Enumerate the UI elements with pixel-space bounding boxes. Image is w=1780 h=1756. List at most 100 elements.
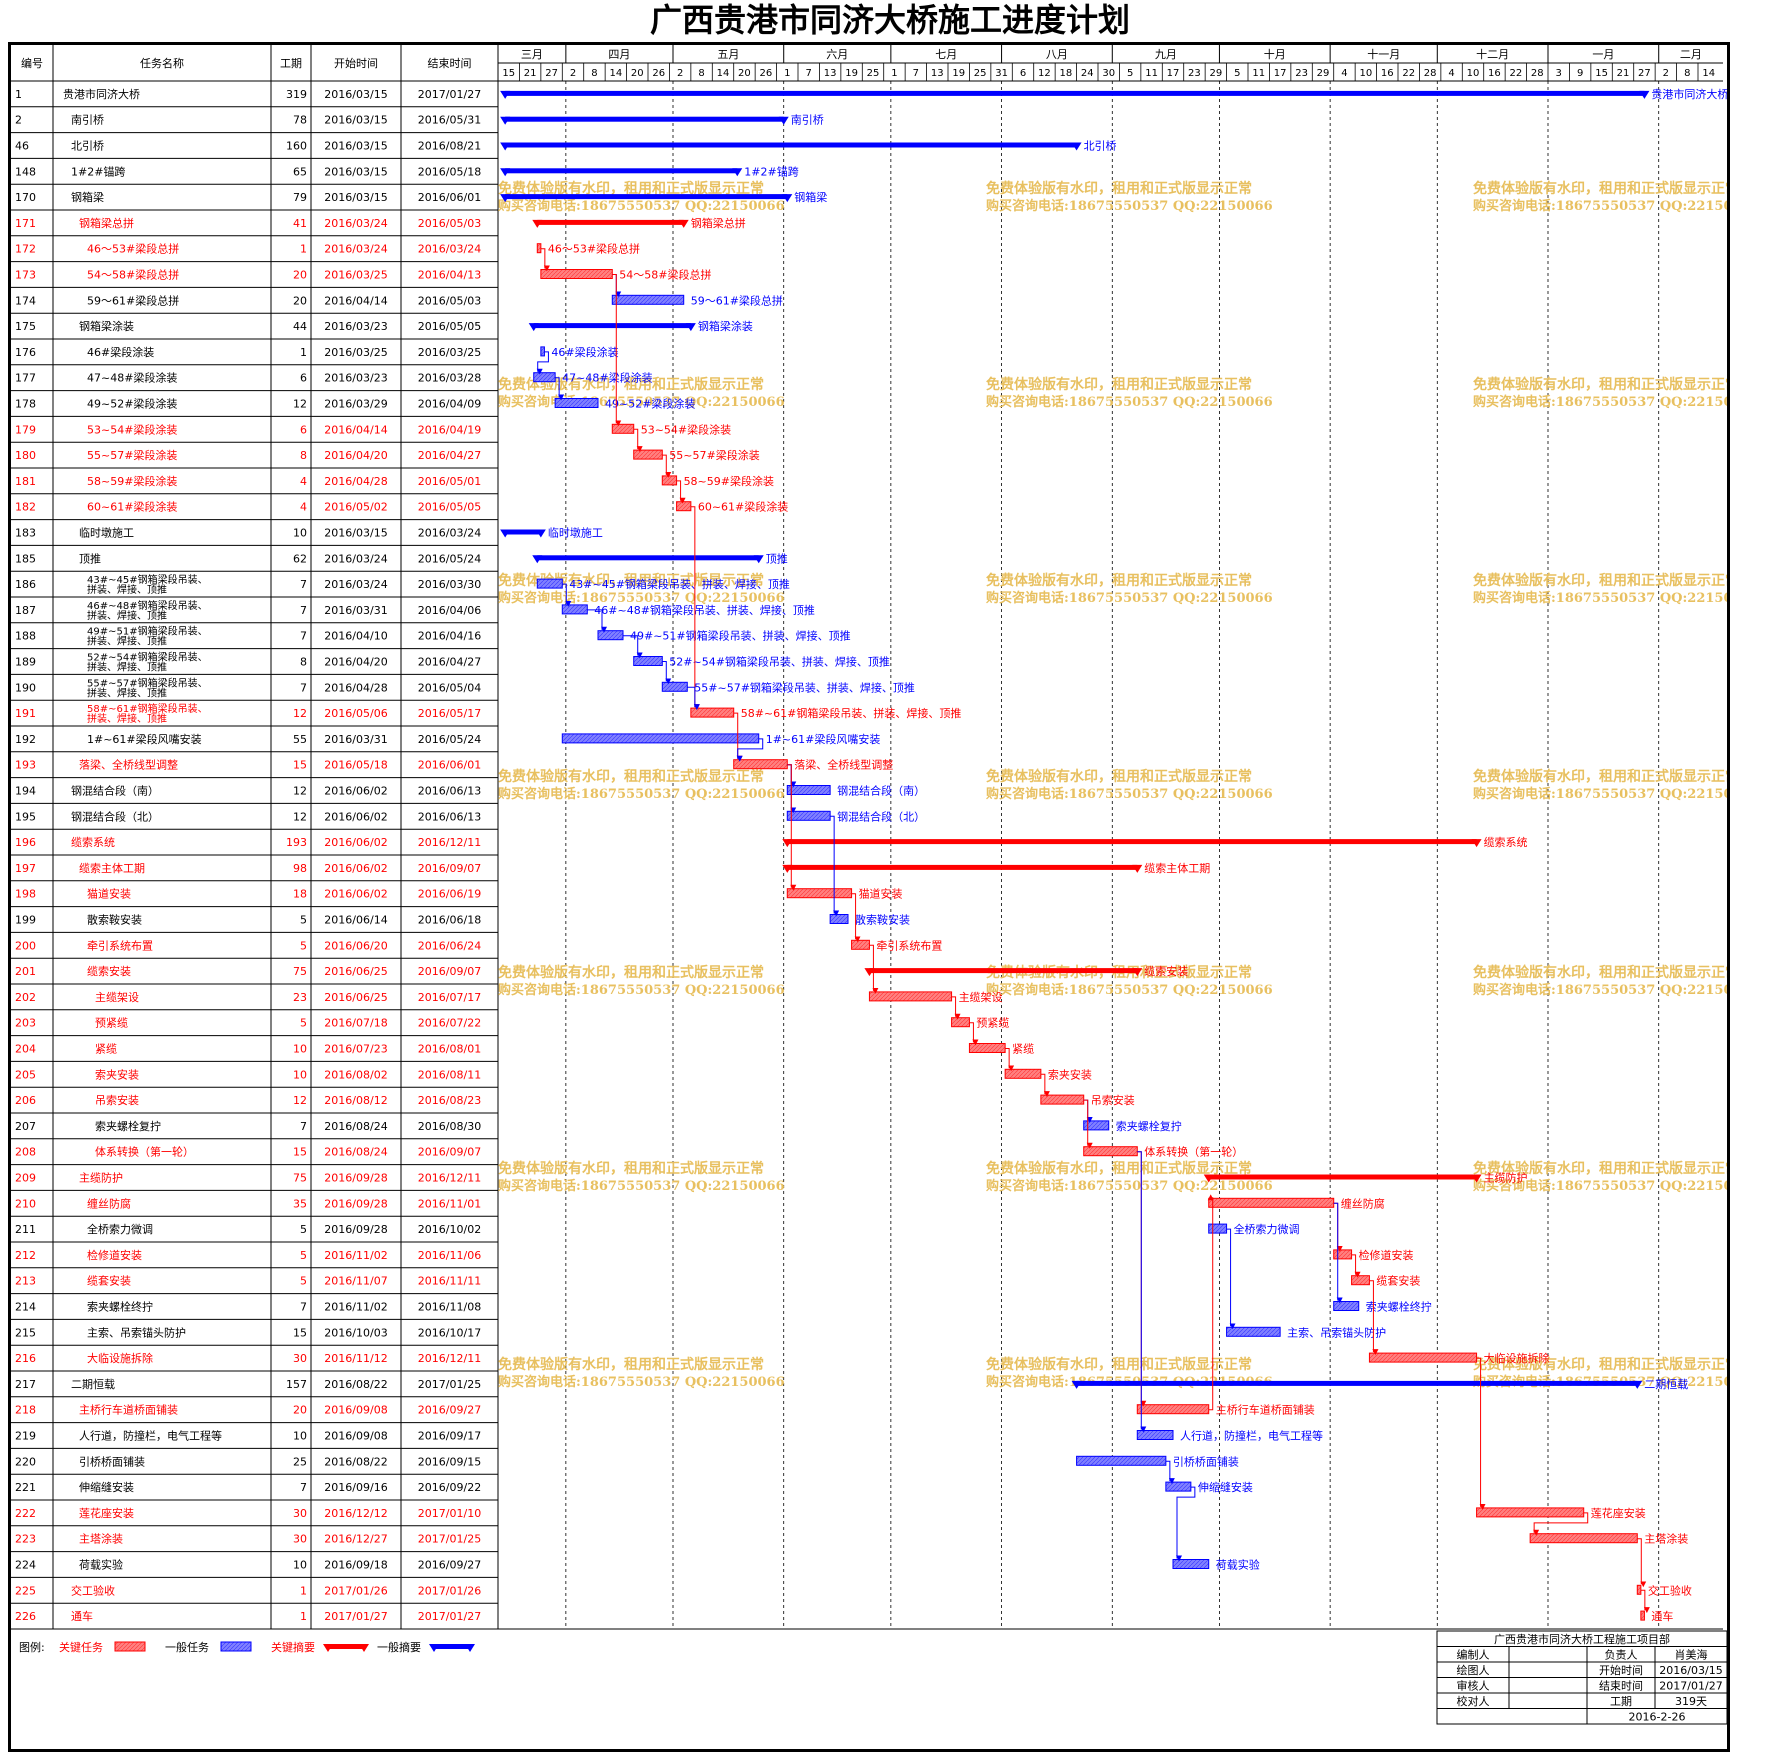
dependency-link bbox=[612, 274, 622, 427]
task-duration: 75 bbox=[293, 1172, 307, 1185]
bar-label: 伸缩缝安装 bbox=[1198, 1480, 1253, 1494]
task-id: 199 bbox=[15, 914, 36, 927]
task-bar bbox=[1636, 1584, 1642, 1595]
task-id: 205 bbox=[15, 1068, 36, 1081]
summary-bar-end-cap bbox=[685, 323, 696, 332]
task-name: 60~61#梁段涂装 bbox=[87, 500, 177, 514]
bar-label: 主缆防护 bbox=[1484, 1171, 1528, 1185]
task-start: 2016/04/20 bbox=[324, 449, 387, 462]
bar-label: 缆索系统 bbox=[1484, 835, 1528, 849]
task-bar bbox=[540, 269, 613, 279]
task-id: 207 bbox=[15, 1120, 36, 1133]
dependency-link bbox=[1165, 1460, 1175, 1485]
task-start: 2016/05/18 bbox=[324, 759, 387, 772]
task-name: 46～53#梁段总拼 bbox=[87, 242, 179, 256]
task-duration: 30 bbox=[293, 1507, 307, 1520]
watermark-text: 购买咨询电话:18675550537 QQ:22150066 bbox=[1473, 1178, 1727, 1194]
tick-label: 21 bbox=[1617, 68, 1630, 79]
month-label: 七月 bbox=[935, 48, 957, 61]
task-id: 212 bbox=[15, 1249, 36, 1262]
tick-label: 28 bbox=[1531, 68, 1544, 79]
task-bar bbox=[561, 733, 760, 744]
column-header: 开始时间 bbox=[334, 56, 378, 70]
summary-bar bbox=[787, 839, 1477, 845]
task-duration: 5 bbox=[300, 939, 307, 952]
task-bar bbox=[1333, 1301, 1360, 1311]
tick-label: 1 bbox=[891, 68, 897, 79]
legend-swatch-cap bbox=[323, 1644, 333, 1652]
task-duration: 79 bbox=[293, 191, 307, 204]
dependency-link bbox=[690, 506, 700, 711]
task-start: 2016/09/16 bbox=[324, 1481, 387, 1494]
dependency-link bbox=[733, 712, 743, 762]
tick-label: 17 bbox=[1167, 68, 1180, 79]
task-duration: 75 bbox=[293, 965, 307, 978]
dependency-link bbox=[869, 944, 879, 994]
task-end: 2017/01/26 bbox=[418, 1584, 481, 1597]
task-start: 2016/09/08 bbox=[324, 1404, 387, 1417]
bar-label: 54～58#梁段总拼 bbox=[619, 268, 711, 282]
task-id: 197 bbox=[15, 862, 36, 875]
titleblock-cell: 319天 bbox=[1675, 1695, 1707, 1708]
watermark-text: 免费体验版有水印，租用和正式版显示正常 bbox=[1473, 768, 1727, 785]
tick-label: 19 bbox=[952, 68, 965, 79]
bar-label: 钢箱梁涂装 bbox=[698, 319, 753, 333]
task-name: 人行道，防撞栏，电气工程等 bbox=[79, 1429, 222, 1443]
bar-label: 钢混结合段（南） bbox=[837, 784, 925, 798]
watermark-text: 免费体验版有水印，租用和正式版显示正常 bbox=[498, 964, 764, 981]
task-name: 主索、吊索锚头防护 bbox=[87, 1325, 186, 1339]
task-start: 2016/04/14 bbox=[324, 294, 387, 307]
task-end: 2016/04/27 bbox=[418, 656, 481, 669]
task-duration: 15 bbox=[293, 1146, 307, 1159]
task-name: 牵引系统布置 bbox=[87, 938, 153, 952]
task-end: 2016/09/15 bbox=[418, 1455, 481, 1468]
bar-label: 通车 bbox=[1651, 1609, 1673, 1623]
summary-bar bbox=[505, 90, 1645, 96]
task-bar bbox=[1529, 1533, 1638, 1544]
legend-swatch bbox=[114, 1641, 146, 1652]
bar-label: 60~61#梁段涂装 bbox=[698, 500, 788, 514]
column-header: 工期 bbox=[280, 57, 302, 70]
task-name: 大临设施拆除 bbox=[87, 1351, 153, 1365]
task-end: 2016/05/03 bbox=[418, 294, 481, 307]
task-name: 全桥索力微调 bbox=[87, 1222, 153, 1236]
task-start: 2016/03/29 bbox=[324, 398, 387, 411]
task-end: 2016/06/18 bbox=[418, 914, 481, 927]
task-duration: 12 bbox=[293, 810, 307, 823]
watermark-text: 免费体验版有水印，租用和正式版显示正常 bbox=[986, 768, 1252, 785]
dependency-link bbox=[1533, 1512, 1589, 1536]
bar-label: 49#~51#钢箱梁段吊装、拼装、焊接、顶推 bbox=[630, 629, 851, 643]
task-bar bbox=[561, 604, 588, 615]
task-end: 2016/05/18 bbox=[418, 165, 481, 178]
titleblock-cell: 编制人 bbox=[1457, 1648, 1490, 1662]
task-end: 2016/05/05 bbox=[418, 501, 481, 514]
dependency-link bbox=[1351, 1254, 1361, 1278]
task-name: 46#~48#钢箱梁段吊装、 bbox=[87, 599, 208, 612]
dependency-link bbox=[951, 996, 961, 1020]
task-duration: 12 bbox=[293, 785, 307, 798]
task-bar bbox=[1136, 1430, 1174, 1440]
task-duration: 7 bbox=[300, 1481, 307, 1494]
task-start: 2016/08/22 bbox=[324, 1378, 387, 1391]
task-name: 缆索安装 bbox=[87, 964, 131, 978]
tick-label: 9 bbox=[1577, 68, 1583, 79]
bar-label: 二期恒载 bbox=[1644, 1378, 1688, 1391]
task-start: 2016/04/14 bbox=[324, 423, 387, 436]
summary-bar bbox=[505, 529, 541, 535]
watermark-text: 免费体验版有水印，租用和正式版显示正常 bbox=[498, 1356, 764, 1373]
task-duration: 65 bbox=[293, 165, 307, 178]
task-bar bbox=[533, 372, 556, 383]
task-id: 216 bbox=[15, 1352, 36, 1365]
task-end: 2016/09/17 bbox=[418, 1430, 481, 1443]
task-end: 2016/11/08 bbox=[418, 1301, 481, 1314]
task-bar bbox=[1208, 1223, 1228, 1234]
bar-label: 散索鞍安装 bbox=[855, 913, 910, 927]
titleblock-org: 广西贵港市同济大桥工程施工项目部 bbox=[1494, 1632, 1670, 1646]
tick-label: 5 bbox=[1127, 68, 1133, 79]
tick-label: 1 bbox=[784, 68, 790, 79]
task-duration: 6 bbox=[300, 372, 307, 385]
task-start: 2016/06/02 bbox=[324, 836, 387, 849]
task-name: 缆索系统 bbox=[71, 835, 115, 849]
task-duration: 7 bbox=[300, 681, 307, 694]
task-duration: 1 bbox=[300, 346, 307, 359]
